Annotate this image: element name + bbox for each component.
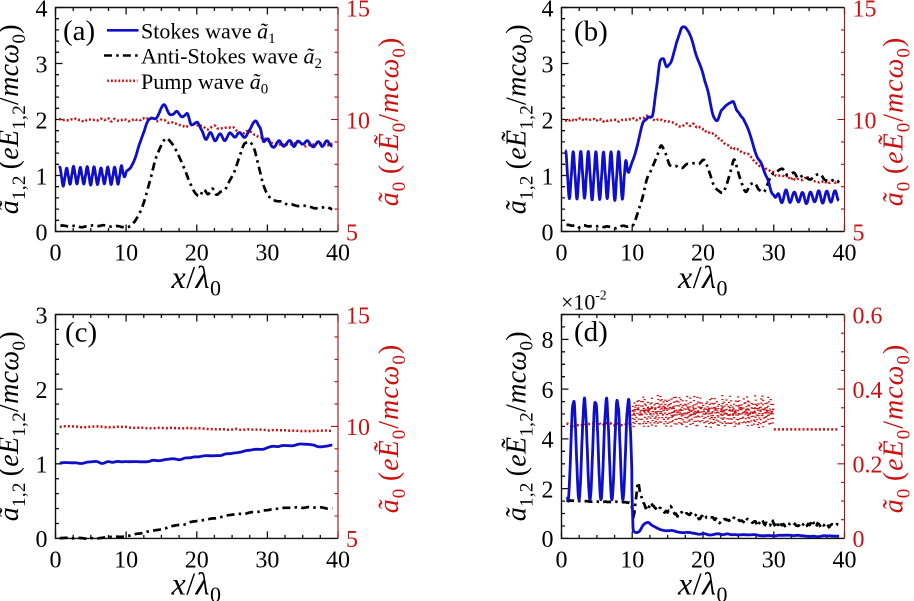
svg-text:10: 10 (114, 548, 138, 574)
svg-text:0.6: 0.6 (853, 303, 883, 329)
svg-text:10: 10 (114, 241, 138, 267)
svg-text:1: 1 (36, 164, 48, 190)
svg-text:40: 40 (833, 241, 857, 267)
svg-text:Stokes wave ã1: Stokes wave ã1 (141, 18, 276, 47)
svg-text:Anti-Stokes wave ã2: Anti-Stokes wave ã2 (141, 44, 322, 73)
svg-text:2: 2 (542, 477, 554, 503)
svg-text:5: 5 (346, 220, 358, 246)
svg-text:ã1,2 (eẼ1,2/mcω0): ã1,2 (eẼ1,2/mcω0) (502, 24, 538, 214)
svg-text:20: 20 (691, 548, 715, 574)
svg-text:(d): (d) (574, 316, 608, 348)
svg-text:20: 20 (691, 241, 715, 267)
svg-text:20: 20 (185, 548, 209, 574)
svg-text:20: 20 (185, 241, 209, 267)
svg-text:10: 10 (620, 241, 644, 267)
svg-text:0.4: 0.4 (853, 378, 883, 404)
svg-text:15: 15 (346, 0, 370, 22)
svg-text:30: 30 (255, 548, 279, 574)
svg-text:(b): (b) (574, 16, 608, 48)
svg-text:30: 30 (762, 241, 786, 267)
svg-text:x/λ0: x/λ0 (677, 566, 728, 601)
svg-text:1: 1 (36, 453, 48, 479)
svg-text:3: 3 (36, 303, 48, 329)
svg-text:0: 0 (542, 220, 554, 246)
svg-text:(a): (a) (63, 15, 95, 47)
svg-text:3: 3 (36, 52, 48, 78)
svg-text:10: 10 (346, 415, 370, 441)
svg-text:5: 5 (853, 220, 865, 246)
svg-text:ã0 (eẼ0/mcω0): ã0 (eẼ0/mcω0) (879, 344, 914, 514)
svg-text:8: 8 (542, 328, 554, 354)
svg-text:2: 2 (542, 108, 554, 134)
svg-text:2: 2 (36, 108, 48, 134)
svg-text:40: 40 (326, 241, 350, 267)
svg-text:30: 30 (255, 241, 279, 267)
svg-text:6: 6 (542, 378, 554, 404)
svg-text:10: 10 (346, 108, 370, 134)
svg-text:4: 4 (36, 0, 48, 22)
svg-text:10: 10 (853, 108, 877, 134)
svg-text:ã1,2 (eẼ1,2/mcω0): ã1,2 (eẼ1,2/mcω0) (0, 331, 30, 521)
svg-text:40: 40 (326, 548, 350, 574)
svg-text:ã0 (eẼ0/mcω0): ã0 (eẼ0/mcω0) (879, 37, 914, 207)
svg-text:ã1,2 (eẼ1,2/mcω0): ã1,2 (eẼ1,2/mcω0) (0, 24, 30, 214)
svg-text:3: 3 (542, 52, 554, 78)
svg-text:ã0 (eẼ0/mcω0): ã0 (eẼ0/mcω0) (374, 37, 410, 207)
svg-text:0: 0 (853, 527, 865, 553)
svg-text:0: 0 (50, 241, 62, 267)
svg-text:ã1,2 (eẼ1,2/mcω0): ã1,2 (eẼ1,2/mcω0) (502, 331, 538, 521)
svg-text:2: 2 (36, 378, 48, 404)
svg-text:15: 15 (346, 303, 370, 329)
svg-text:30: 30 (762, 548, 786, 574)
svg-text:(c): (c) (65, 317, 97, 349)
svg-text:15: 15 (853, 0, 877, 22)
svg-text:10: 10 (620, 548, 644, 574)
svg-text:0: 0 (542, 527, 554, 553)
svg-text:0: 0 (556, 548, 568, 574)
svg-text:0: 0 (36, 527, 48, 553)
svg-text:Pump wave ã0: Pump wave ã0 (141, 69, 268, 98)
svg-text:5: 5 (346, 527, 358, 553)
svg-text:0.2: 0.2 (853, 453, 883, 479)
svg-text:0: 0 (36, 220, 48, 246)
svg-text:0: 0 (50, 548, 62, 574)
svg-text:4: 4 (542, 0, 554, 22)
svg-text:4: 4 (542, 428, 554, 454)
svg-text:ã0 (eẼ0/mcω0): ã0 (eẼ0/mcω0) (374, 344, 410, 514)
svg-text:40: 40 (833, 548, 857, 574)
svg-text:1: 1 (542, 164, 554, 190)
svg-text:0: 0 (556, 241, 568, 267)
